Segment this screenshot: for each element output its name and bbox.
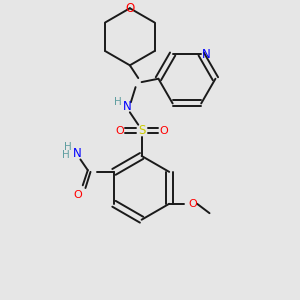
Text: N: N bbox=[123, 100, 132, 113]
Text: O: O bbox=[116, 126, 124, 136]
Text: O: O bbox=[159, 126, 168, 136]
Text: H: H bbox=[64, 142, 72, 152]
Text: O: O bbox=[125, 2, 134, 15]
Text: O: O bbox=[74, 190, 82, 200]
Text: H: H bbox=[62, 150, 70, 160]
Text: S: S bbox=[138, 124, 145, 137]
Text: N: N bbox=[74, 147, 82, 160]
Text: N: N bbox=[202, 47, 211, 61]
Text: H: H bbox=[114, 97, 121, 107]
Text: O: O bbox=[188, 199, 197, 209]
